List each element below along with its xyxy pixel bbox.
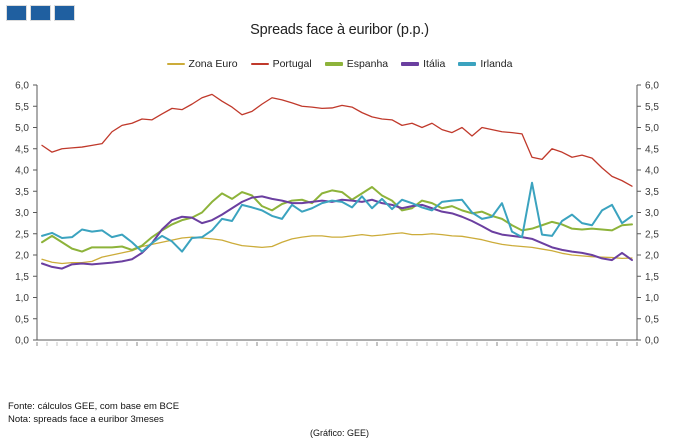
y-axis-label-right: 2,5 [645, 229, 659, 240]
legend-label: Zona Euro [188, 58, 238, 70]
legend-label: Irlanda [480, 58, 513, 70]
chart-svg: 0,0 0,0 0,5 0,5 1,0 1,0 1,5 1,5 2,0 2,0 2,5 2,5 3,0 3… [15, 81, 659, 347]
footer-notes: Fonte: cálculos GEE, com base em BCE Not… [8, 400, 179, 426]
legend-swatch-icon [250, 62, 269, 66]
logo-square [6, 5, 27, 21]
y-axis-label-right: 3,5 [645, 187, 659, 198]
legend-swatch-icon [324, 62, 343, 66]
legend-swatch-icon [401, 62, 420, 66]
chart-title: Spreads face à euribor (p.p.) [250, 22, 429, 38]
y-axis-label-right: 2,0 [645, 251, 659, 262]
y-axis-label-left: 1,0 [15, 293, 29, 304]
y-axis-label-right: 4,5 [645, 144, 659, 155]
y-axis-label-left: 4,5 [15, 144, 29, 155]
y-axis-label-right: 1,0 [645, 293, 659, 304]
y-axis-label-left: 3,5 [15, 187, 29, 198]
legend-item-itália[interactable]: Itália [401, 58, 445, 70]
y-axis-label-right: 5,0 [645, 123, 659, 134]
y-axis-label-right: 1,5 [645, 272, 659, 283]
legend-item-espanha[interactable]: Espanha [324, 58, 389, 70]
note-text: Nota: spreads face a euribor 3meses [8, 414, 164, 425]
source-text: Fonte: cálculos GEE, com base em BCE [8, 401, 180, 412]
chart-credit: (Gráfico: GEE) [309, 428, 369, 438]
legend-item-irlanda[interactable]: Irlanda [458, 58, 512, 70]
series-line-portugal [41, 93, 633, 187]
y-axis-label-left: 1,5 [15, 272, 29, 283]
legend-item-portugal[interactable]: Portugal [250, 58, 312, 70]
legend-swatch-icon [166, 62, 185, 66]
legend-label: Espanha [346, 58, 389, 70]
y-axis-label-left: 3,0 [15, 208, 29, 219]
y-axis-label-left: 0,0 [15, 336, 29, 347]
logo-square [54, 5, 75, 21]
legend-label: Portugal [272, 58, 312, 70]
y-axis-label-right: 6,0 [645, 81, 659, 92]
y-axis-label-left: 2,0 [15, 251, 29, 262]
y-axis-label-left: 2,5 [15, 229, 29, 240]
legend-item-zona-euro[interactable]: Zona Euro [166, 58, 238, 70]
y-axis-label-left: 6,0 [15, 81, 29, 92]
legend-label: Itália [423, 58, 446, 70]
series-line-itália [41, 195, 633, 270]
legend-swatch-icon [458, 62, 477, 66]
y-axis-label-right: 4,0 [645, 166, 659, 177]
y-axis-label-left: 5,0 [15, 123, 29, 134]
series-line-espanha [41, 186, 633, 253]
chart-plot-area: 0,0 0,0 0,5 0,5 1,0 1,0 1,5 1,5 2,0 2,0 2,5 2,5 3,0 3… [0, 78, 679, 346]
logo-square [30, 5, 51, 21]
series-line-irlanda [41, 181, 633, 253]
y-axis-label-left: 4,0 [15, 166, 29, 177]
y-axis-label-right: 5,5 [645, 102, 659, 113]
y-axis-label-right: 3,0 [645, 208, 659, 219]
y-axis-label-right: 0,5 [645, 314, 659, 325]
chart-legend: Zona Euro Portugal Espanha Itália Irlanda [0, 58, 679, 70]
gee-logo [6, 5, 75, 21]
y-axis-label-left: 5,5 [15, 102, 29, 113]
y-axis-label-right: 0,0 [645, 336, 659, 347]
y-axis-label-left: 0,5 [15, 314, 29, 325]
